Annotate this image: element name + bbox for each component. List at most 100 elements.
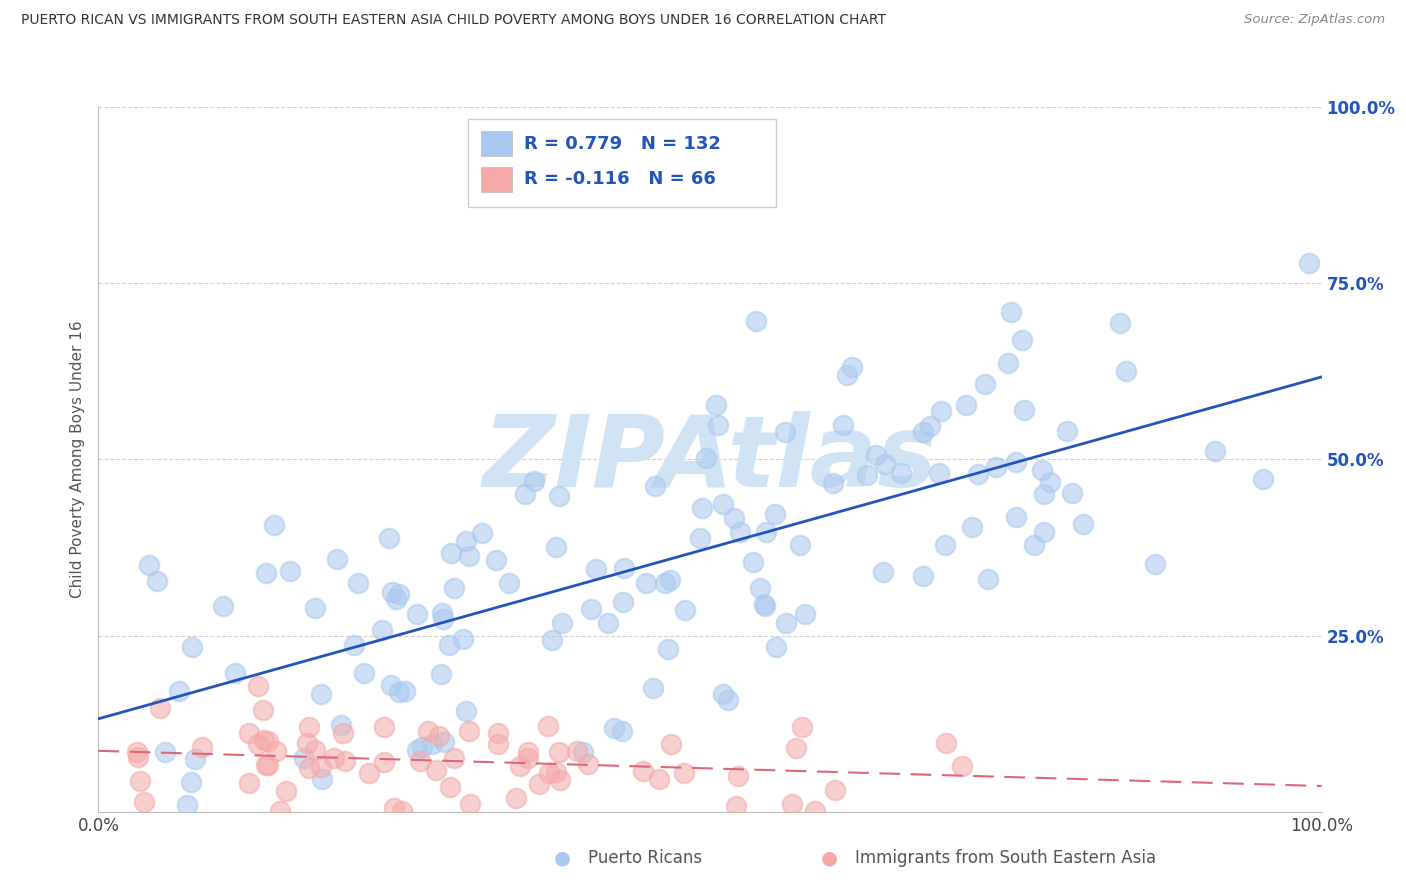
Point [790,720,813,734]
Point [456,705,478,719]
Point [567,744,589,758]
Point [890,466,912,480]
Point [224,666,246,681]
Point [1004,455,1026,469]
Point [1012,403,1035,417]
Point [1031,463,1053,477]
Text: Source: ZipAtlas.com: Source: ZipAtlas.com [1244,13,1385,27]
Point [865,448,887,462]
Point [841,360,863,375]
Point [382,801,405,815]
Text: R = 0.779   N = 132: R = 0.779 N = 132 [524,135,721,153]
Point [153,745,176,759]
Point [544,540,567,554]
Point [238,726,260,740]
Point [585,561,607,575]
Text: PUERTO RICAN VS IMMIGRANTS FROM SOUTH EASTERN ASIA CHILD POVERTY AMONG BOYS UNDE: PUERTO RICAN VS IMMIGRANTS FROM SOUTH EA… [21,13,886,28]
Point [1039,475,1062,489]
Point [1204,443,1226,458]
Point [789,538,811,552]
Point [443,750,465,764]
Point [695,450,717,465]
Point [780,797,803,811]
Point [1056,424,1078,438]
Point [912,568,935,582]
Point [513,487,536,501]
Point [727,769,749,783]
Point [763,507,786,521]
Point [724,798,747,813]
Point [967,467,990,482]
Point [498,575,520,590]
Point [353,665,375,680]
Point [540,826,562,840]
Point [146,574,169,588]
Point [458,724,481,739]
Point [385,592,408,607]
Point [540,632,562,647]
Point [856,468,879,483]
Point [527,777,550,791]
Point [294,751,316,765]
Point [252,703,274,717]
Point [180,775,202,789]
Point [411,740,433,755]
Point [912,425,935,439]
Point [335,755,357,769]
Point [711,687,734,701]
Point [332,725,354,739]
Point [872,566,894,580]
Point [707,417,730,432]
Point [191,740,214,755]
Point [311,772,333,787]
Point [391,804,413,818]
Point [672,766,695,780]
Point [269,804,291,818]
Point [935,736,957,750]
Point [264,744,287,758]
Point [576,757,599,772]
Point [394,684,416,698]
Point [176,797,198,812]
Point [298,761,321,775]
Y-axis label: Child Poverty Among Boys Under 16: Child Poverty Among Boys Under 16 [70,320,86,599]
Text: Puerto Ricans: Puerto Ricans [588,849,702,867]
Point [486,737,509,751]
Point [654,575,676,590]
Text: ●: ● [554,848,571,868]
Point [517,745,540,759]
Point [132,795,155,809]
Point [717,692,740,706]
Point [295,736,318,750]
Point [977,572,1000,586]
Point [690,500,713,515]
Point [430,606,453,620]
Point [309,760,332,774]
Point [373,756,395,770]
Point [523,474,546,488]
Point [380,678,402,692]
Point [744,314,766,328]
Point [247,679,270,693]
Point [538,765,561,780]
Point [748,581,770,595]
Point [610,724,633,739]
Point [960,519,983,533]
Point [571,745,593,759]
Point [405,743,427,757]
Point [973,377,995,392]
Point [785,741,807,756]
Point [416,724,439,739]
Point [451,632,474,647]
Point [661,737,683,751]
Point [516,751,538,765]
Point [471,526,494,541]
Point [1115,364,1137,378]
Point [1032,487,1054,501]
Point [420,737,443,751]
Point [643,681,665,695]
Point [148,701,170,715]
Point [373,720,395,734]
Point [253,733,276,747]
Point [509,759,531,773]
